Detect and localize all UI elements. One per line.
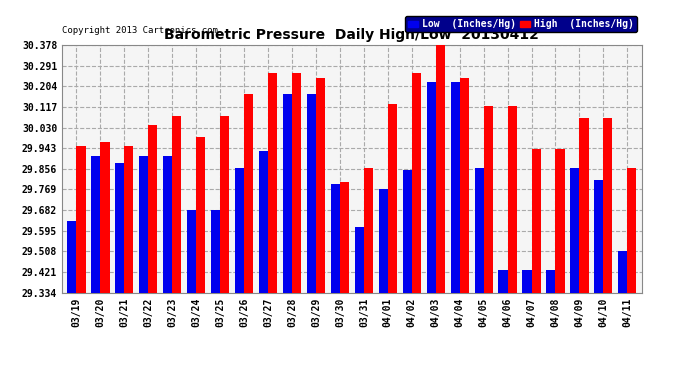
Bar bbox=[555, 149, 564, 292]
Bar bbox=[163, 156, 172, 292]
Bar bbox=[172, 116, 181, 292]
Bar bbox=[68, 221, 77, 292]
Title: Barometric Pressure  Daily High/Low  20130412: Barometric Pressure Daily High/Low 20130… bbox=[164, 28, 540, 42]
Bar bbox=[498, 270, 508, 292]
Bar bbox=[580, 118, 589, 292]
Bar bbox=[603, 118, 613, 292]
Bar bbox=[259, 151, 268, 292]
Bar bbox=[331, 184, 340, 292]
Bar bbox=[388, 104, 397, 292]
Bar bbox=[531, 149, 541, 292]
Bar bbox=[124, 147, 133, 292]
Bar bbox=[412, 73, 421, 292]
Bar bbox=[355, 227, 364, 292]
Bar bbox=[594, 180, 603, 292]
Bar bbox=[235, 168, 244, 292]
Bar bbox=[187, 210, 196, 292]
Bar bbox=[91, 156, 101, 292]
Bar bbox=[364, 168, 373, 292]
Bar bbox=[307, 94, 316, 292]
Bar bbox=[211, 210, 220, 292]
Bar bbox=[283, 94, 292, 292]
Bar bbox=[403, 170, 412, 292]
Bar bbox=[115, 163, 124, 292]
Bar bbox=[77, 147, 86, 292]
Bar bbox=[292, 73, 301, 292]
Bar bbox=[451, 82, 460, 292]
Bar bbox=[508, 106, 517, 292]
Bar bbox=[475, 168, 484, 292]
Bar bbox=[435, 45, 445, 292]
Bar bbox=[244, 94, 253, 292]
Bar bbox=[101, 142, 110, 292]
Bar bbox=[148, 125, 157, 292]
Bar bbox=[268, 73, 277, 292]
Bar bbox=[546, 270, 555, 292]
Bar bbox=[627, 168, 636, 292]
Bar bbox=[426, 82, 435, 292]
Bar bbox=[522, 270, 531, 292]
Bar bbox=[618, 251, 627, 292]
Bar bbox=[460, 78, 469, 292]
Bar bbox=[379, 189, 388, 292]
Bar bbox=[196, 137, 206, 292]
Bar bbox=[571, 168, 580, 292]
Bar bbox=[316, 78, 325, 292]
Bar bbox=[484, 106, 493, 292]
Bar bbox=[340, 182, 349, 292]
Legend: Low  (Inches/Hg), High  (Inches/Hg): Low (Inches/Hg), High (Inches/Hg) bbox=[405, 16, 637, 32]
Bar bbox=[220, 116, 229, 292]
Text: Copyright 2013 Cartronics.com: Copyright 2013 Cartronics.com bbox=[62, 26, 218, 35]
Bar bbox=[139, 156, 148, 292]
